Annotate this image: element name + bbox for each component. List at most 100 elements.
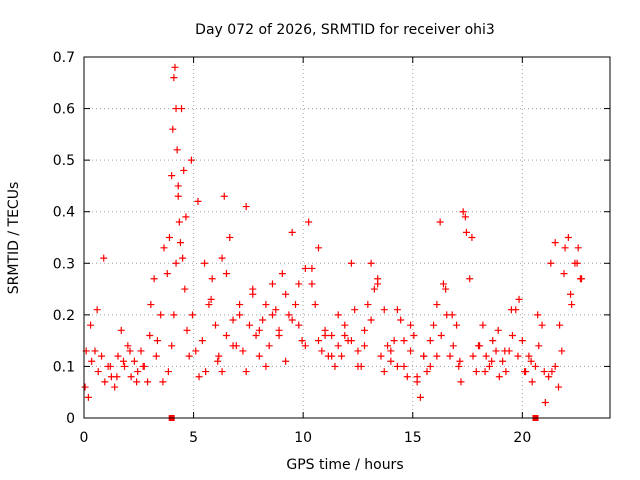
data-point [94,368,102,376]
data-point [291,301,299,309]
data-point [551,362,559,370]
data-point [282,290,290,298]
data-point [81,383,89,391]
data-point [457,378,465,386]
data-point [334,311,342,319]
data-point [278,270,286,278]
y-tick-label: 0.1 [53,359,75,375]
data-point [93,306,101,314]
data-point [268,311,276,319]
data-point [423,368,431,376]
x-tick-label: 0 [80,430,89,446]
data-point [364,301,372,309]
data-point [117,326,125,334]
data-point [144,378,152,386]
data-point [126,347,134,355]
data-point [568,301,576,309]
data-point [226,234,234,241]
grid [84,57,610,418]
data-point [347,337,355,345]
data-point [194,197,202,205]
data-point [420,352,428,360]
data-point [171,63,179,71]
data-point [538,321,546,329]
data-point [157,311,165,319]
data-point [98,352,106,360]
y-axis-label: SRMTID / TECUs [6,182,22,295]
data-point [202,368,210,376]
data-point [301,342,309,350]
data-point [239,347,247,355]
data-point [430,321,438,329]
data-point [334,342,342,350]
data-point [515,295,523,303]
data-point [374,280,382,288]
data-point [446,352,454,360]
data-point [168,342,176,350]
data-point [169,125,177,133]
data-point [547,259,555,267]
data-point [298,337,306,345]
data-point [208,275,216,283]
data-point [387,347,395,355]
data-point [442,285,450,293]
data-point [288,316,296,324]
data-point [380,306,388,314]
data-point [535,342,543,350]
data-point [462,228,470,236]
y-tick-label: 0.2 [53,308,75,324]
data-point [185,352,193,360]
x-axis-label: GPS time / hours [286,457,403,473]
data-point [448,311,456,319]
data-point [288,228,296,236]
data-point [328,331,336,339]
data-point [295,321,303,329]
data-point [481,368,489,376]
data-point [489,337,497,345]
data-point [242,368,250,376]
data-point [384,342,392,350]
data-point [468,234,476,241]
data-point [361,342,369,350]
data-point [482,352,490,360]
data-point [518,337,526,345]
data-point [341,331,349,339]
data-point [387,357,395,365]
data-point [245,321,253,329]
data-point [101,378,109,386]
y-tick-label: 0.5 [53,153,75,169]
data-point [176,239,184,247]
data-point [106,362,114,370]
data-point [308,264,316,272]
data-point [134,368,142,376]
data-point [212,321,219,329]
data-point [341,321,349,329]
data-point [285,311,293,319]
data-point [499,357,507,365]
data-point [426,362,434,370]
data-point [150,275,158,283]
data-point [545,373,553,381]
chart-title: Day 072 of 2026, SRMTID for receiver ohi… [195,22,495,38]
y-tick-label: 0.6 [53,102,75,118]
x-tick-label: 20 [513,430,531,446]
data-point [494,326,502,334]
data-point [111,383,119,391]
data-point [475,342,482,350]
data-point [502,368,510,376]
data-point [540,368,548,376]
data-point [472,368,480,376]
y-tick-label: 0.3 [53,256,75,272]
data-point [439,280,447,288]
data-point [198,337,206,345]
data-point [175,218,183,226]
data-point [426,337,434,345]
data-point [236,311,244,319]
data-point [215,352,223,360]
data-point [188,311,196,319]
data-point [137,347,145,355]
data-point [222,331,230,339]
data-point [192,347,200,355]
data-point [262,362,270,370]
